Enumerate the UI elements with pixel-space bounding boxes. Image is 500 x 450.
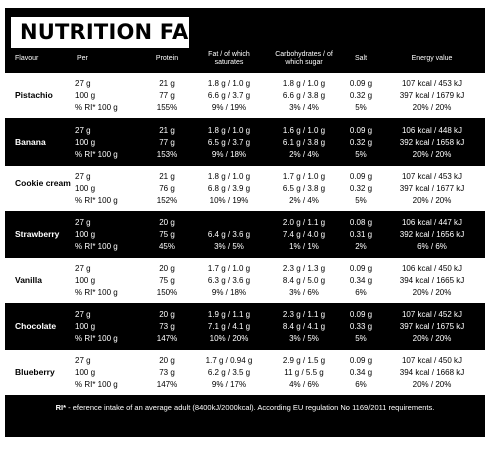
- carbs-value: 1.6 g / 1.0 g 6.1 g / 3.8 g 2% / 4%: [282, 126, 326, 159]
- energy-value: 107 kcal / 450 kJ 394 kcal / 1668 kJ 20% /…: [399, 356, 465, 389]
- salt-value: 0.09 g 0.34 g 6%: [349, 264, 373, 297]
- flavour-name: Chocolate: [15, 321, 57, 331]
- serving-size: 27 g 100 g% RI* 100 g: [75, 79, 118, 112]
- footnote-text: - eference intake of an average adult (8…: [66, 403, 435, 412]
- footnote: RI* - eference intake of an average adul…: [5, 402, 485, 413]
- flavour-name: Banana: [15, 137, 46, 147]
- flavour-name: Vanilla: [15, 275, 42, 285]
- carbs-value: 1.8 g / 1.0 g 6.6 g / 3.8 g 3% / 4%: [282, 79, 326, 112]
- header-salt: Salt: [354, 55, 368, 62]
- protein-value: 20 g 75 g 45%: [158, 218, 175, 251]
- serving-size: 27 g 100 g% RI* 100 g: [75, 126, 118, 159]
- page-title: NUTRITION FACTS: [11, 17, 234, 48]
- carbs-value: 2.3 g / 1.3 g 8.4 g / 5.0 g 3% / 6%: [282, 264, 326, 297]
- salt-value: 0.09 g 0.32 g 5%: [349, 79, 373, 112]
- protein-value: 21 g 77 g 155%: [156, 79, 178, 112]
- energy-value: 106 kcal / 448 kJ 392 kcal / 1658 kJ 20% /…: [399, 126, 465, 159]
- protein-value: 20 g 75 g 150%: [156, 264, 178, 297]
- energy-value: 106 kcal / 447 kJ 392 kcal / 1656 kJ 6% / …: [399, 218, 465, 251]
- carbs-value: 2.0 g / 1.1 g 7.4 g / 4.0 g 1% / 1%: [282, 218, 326, 251]
- fat-value: 1.8 g / 1.0 g 6.6 g / 3.7 g 9% / 19%: [207, 79, 251, 112]
- energy-value: 106 kcal / 450 kJ 394 kcal / 1665 kJ 20% /…: [399, 264, 465, 297]
- flavour-name: Cookie cream: [15, 178, 71, 188]
- serving-size: 27 g 100 g% RI* 100 g: [75, 172, 118, 205]
- table-row: Strawberry 27 g 100 g% RI* 100 g 20 g 75 g…: [5, 212, 485, 257]
- table-row: Vanilla 27 g 100 g% RI* 100 g 20 g 75 g 150…: [5, 258, 485, 303]
- fat-value: 1.8 g / 1.0 g 6.5 g / 3.7 g 9% / 18%: [207, 126, 251, 159]
- fat-value: 1.8 g / 1.0 g 6.8 g / 3.9 g 10% / 19%: [207, 172, 251, 205]
- header-energy: Energy value: [411, 55, 453, 62]
- nutrition-table: NUTRITION FACTS Flavour Per Protein Fat …: [5, 8, 485, 437]
- energy-value: 107 kcal / 453 kJ 397 kcal / 1679 kJ 20% /…: [399, 79, 465, 112]
- serving-size: 27 g 100 g% RI* 100 g: [75, 218, 118, 251]
- serving-size: 27 g 100 g% RI* 100 g: [75, 264, 118, 297]
- protein-value: 20 g 73 g 147%: [156, 356, 178, 389]
- serving-size: 27 g 100 g% RI* 100 g: [75, 310, 118, 343]
- salt-value: 0.09 g 0.32 g 5%: [349, 126, 373, 159]
- carbs-value: 1.7 g / 1.0 g 6.5 g / 3.8 g 2% / 4%: [282, 172, 326, 205]
- fat-value: 6.4 g / 3.6 g 3% / 5%: [207, 230, 251, 251]
- protein-value: 21 g 76 g 152%: [156, 172, 178, 205]
- flavour-name: Strawberry: [15, 229, 60, 239]
- header-flavour: Flavour: [15, 55, 39, 62]
- flavour-name: Blueberry: [15, 367, 55, 377]
- salt-value: 0.09 g 0.33 g 5%: [349, 310, 373, 343]
- header-carbs: Carbohydrates / of which sugar: [275, 51, 333, 66]
- flavour-name: Pistachio: [15, 90, 53, 100]
- energy-value: 107 kcal / 453 kJ 397 kcal / 1677 kJ 20% /…: [399, 172, 465, 205]
- serving-size: 27 g 100 g% RI* 100 g: [75, 356, 118, 389]
- salt-value: 0.08 g 0.31 g 2%: [349, 218, 373, 251]
- table-row: Cookie cream 27 g 100 g% RI* 100 g 21 g 76…: [5, 166, 485, 211]
- protein-value: 21 g 77 g 153%: [156, 126, 178, 159]
- fat-value: 1.7 g / 0.94 g 6.2 g / 3.5 g 9% / 17%: [205, 356, 253, 389]
- table-header: Flavour Per Protein Fat / of which satur…: [5, 51, 485, 74]
- footnote-label: RI*: [55, 403, 67, 412]
- protein-value: 20 g 73 g 147%: [156, 310, 178, 343]
- fat-value: 1.7 g / 1.0 g 6.3 g / 3.6 g 9% / 18%: [207, 264, 251, 297]
- header-fat: Fat / of which saturates: [208, 51, 250, 66]
- carbs-value: 2.9 g / 1.5 g 11 g / 5.5 g 4% / 6%: [282, 356, 326, 389]
- fat-value: 1.9 g / 1.1 g 7.1 g / 4.1 g 10% / 20%: [207, 310, 251, 343]
- header-protein: Protein: [155, 55, 179, 62]
- salt-value: 0.09 g 0.32 g 5%: [349, 172, 373, 205]
- header-per: Per: [77, 55, 88, 62]
- energy-value: 107 kcal / 452 kJ 397 kcal / 1675 kJ 20% /…: [399, 310, 465, 343]
- table-row: Banana 27 g 100 g% RI* 100 g 21 g 77 g 153%…: [5, 120, 485, 165]
- carbs-value: 2.3 g / 1.1 g 8.4 g / 4.1 g 3% / 5%: [282, 310, 326, 343]
- salt-value: 0.09 g 0.34 g 6%: [349, 356, 373, 389]
